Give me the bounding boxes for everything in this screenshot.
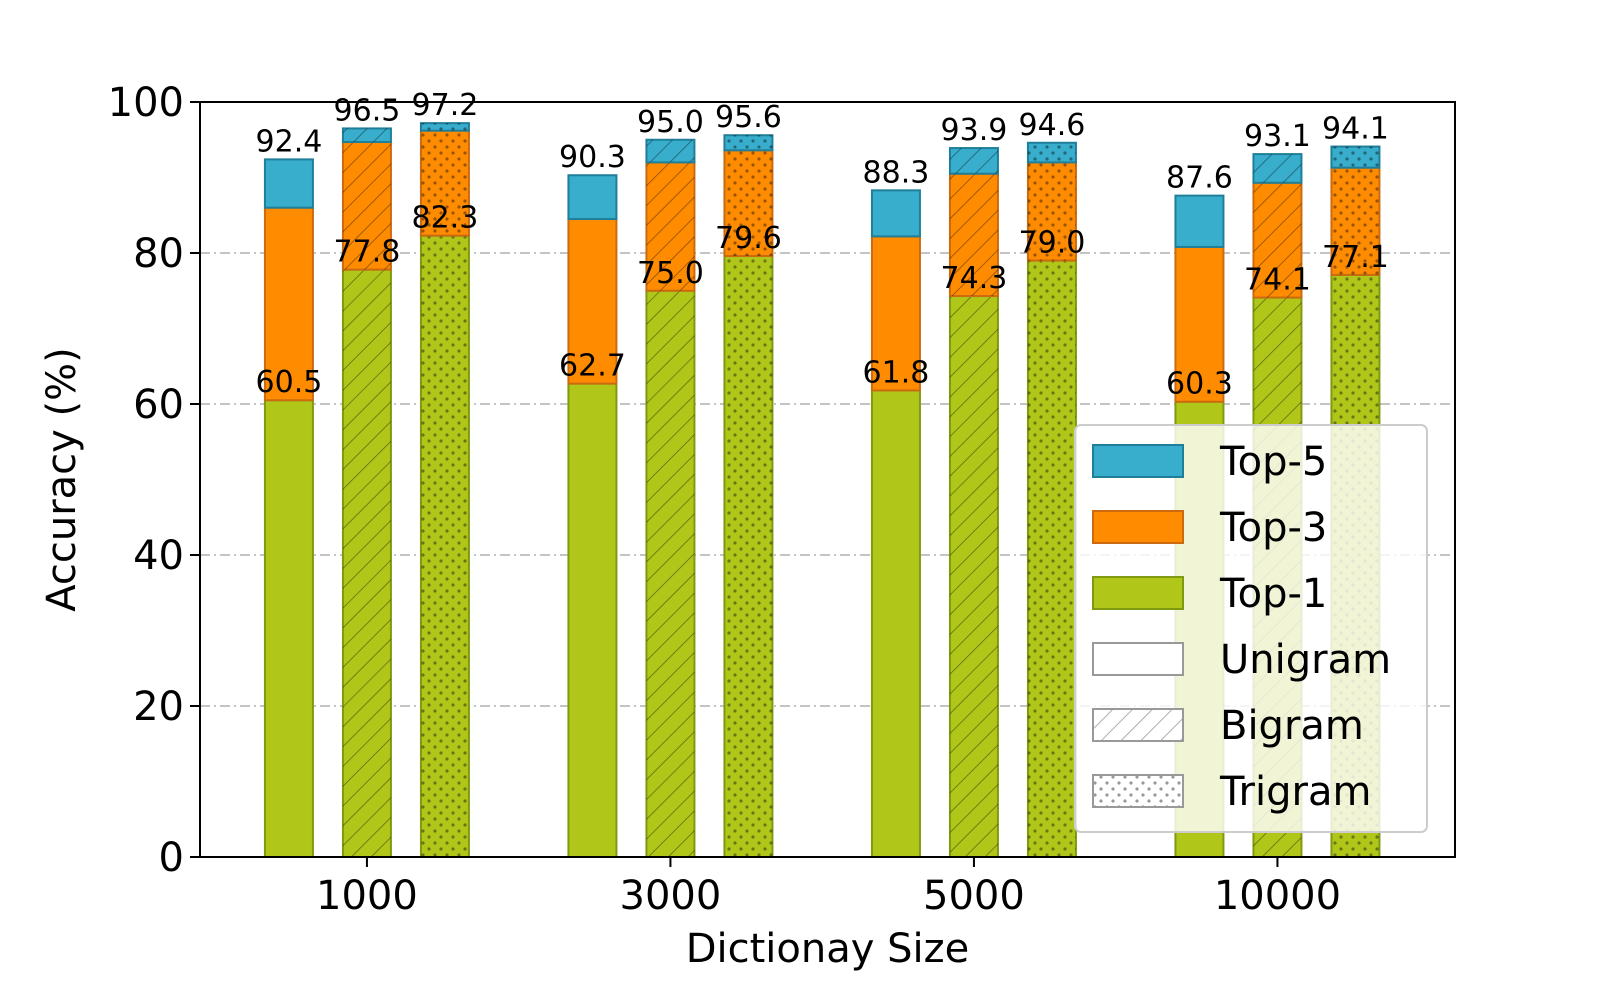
legend-label-bigram: Bigram	[1220, 703, 1364, 749]
data-labels: 60.5 92.4 77.8 96.5 82.3 97.2 62.7 90.3 75.0 95.0…	[256, 88, 1389, 402]
data-label-top1: 62.7	[559, 349, 626, 384]
bar-top-1-unigram-3000	[567, 382, 618, 858]
data-label-top5: 94.6	[1019, 108, 1086, 143]
data-label-top1: 77.8	[334, 235, 401, 270]
bar-pattern-trigram	[1027, 142, 1076, 163]
data-label-top5: 95.0	[637, 105, 704, 140]
bar-pattern-trigram	[420, 235, 469, 857]
bar-top-5-unigram-5000	[870, 189, 921, 238]
bar-pattern-trigram	[1331, 167, 1380, 275]
bar-pattern-trigram	[420, 123, 469, 131]
legend: Top-5 Top-3 Top-1 Unigram Bigram Trigram	[1074, 424, 1428, 833]
data-label-top1: 79.0	[1019, 226, 1086, 261]
bar-top-5-unigram-10000	[1174, 194, 1225, 248]
data-label-top1: 60.5	[256, 365, 323, 400]
bar-pattern-bigram	[342, 269, 391, 857]
bar-pattern-bigram	[646, 290, 695, 857]
bar-pattern-bigram	[949, 296, 998, 857]
y-tick-label: 80	[133, 231, 184, 277]
legend-swatch-pattern	[1093, 709, 1183, 741]
bar-pattern-bigram	[949, 148, 998, 174]
data-label-top5: 93.1	[1244, 119, 1311, 154]
data-label-top5: 96.5	[334, 93, 401, 128]
bar-top-3-unigram-10000	[1174, 245, 1225, 403]
legend-swatch-top-1	[1092, 576, 1184, 610]
data-label-top5: 87.6	[1166, 161, 1233, 196]
bar-pattern-trigram	[724, 150, 773, 257]
plot-frame	[199, 101, 1456, 858]
x-tick-label: 1000	[316, 873, 418, 919]
y-tick-label: 40	[133, 533, 184, 579]
data-label-top5: 88.3	[863, 155, 930, 190]
bar-top-3-unigram-5000	[870, 235, 921, 392]
x-axis-title: Dictionay Size	[686, 926, 970, 972]
bar-top-1-unigram-1000	[263, 399, 314, 858]
x-tick-label: 5000	[923, 873, 1025, 919]
data-label-top5: 93.9	[941, 113, 1008, 148]
bar-pattern-bigram	[646, 139, 695, 163]
legend-swatch-pattern	[1093, 775, 1183, 807]
data-label-top1: 74.1	[1244, 263, 1311, 298]
bar-pattern-trigram	[420, 130, 469, 236]
bar-top-5-unigram-1000	[263, 158, 314, 209]
axes: 0 20 40 60 80 100 1000 3000 5000 10000	[108, 80, 1341, 919]
legend-label-trigram: Trigram	[1219, 769, 1371, 815]
bar-pattern-trigram	[1027, 162, 1076, 261]
bar-pattern-trigram	[1331, 146, 1380, 168]
x-tick-label: 10000	[1214, 873, 1341, 919]
bar-top-1-unigram-5000	[870, 389, 921, 858]
data-label-top5: 95.6	[715, 100, 782, 135]
data-label-top1: 74.3	[941, 261, 1008, 296]
bar-pattern-bigram	[1253, 182, 1302, 298]
legend-label-top-5: Top-5	[1219, 439, 1327, 485]
legend-swatch-top-5	[1092, 444, 1184, 478]
bar-pattern-bigram	[342, 128, 391, 143]
bar-pattern-trigram	[724, 256, 773, 857]
data-label-top1: 77.1	[1322, 240, 1389, 275]
data-label-top5: 92.4	[256, 124, 323, 159]
y-tick-label: 100	[108, 80, 184, 126]
y-tick-label: 20	[133, 684, 184, 730]
legend-swatch-top-3	[1092, 510, 1184, 544]
data-label-top1: 75.0	[637, 256, 704, 291]
y-axis-title: Accuracy (%)	[39, 347, 85, 612]
bar-pattern-bigram	[342, 142, 391, 270]
legend-label-top-3: Top-3	[1219, 505, 1327, 551]
legend-label-top-1: Top-1	[1219, 571, 1327, 617]
bar-pattern-trigram	[724, 135, 773, 151]
bar-pattern-bigram	[949, 173, 998, 297]
bar-pattern-bigram	[1253, 154, 1302, 183]
bar-pattern-bigram	[646, 162, 695, 291]
data-label-top1: 82.3	[412, 201, 479, 236]
legend-swatch-unigram	[1092, 642, 1184, 676]
data-label-top5: 90.3	[559, 140, 626, 175]
data-label-top1: 61.8	[863, 355, 930, 390]
bar-top-3-unigram-1000	[263, 206, 314, 402]
data-label-top1: 79.6	[715, 221, 782, 256]
y-tick-label: 0	[159, 835, 184, 881]
y-tick-label: 60	[133, 382, 184, 428]
x-tick-label: 3000	[620, 873, 722, 919]
data-label-top5: 97.2	[412, 88, 479, 123]
data-label-top1: 60.3	[1166, 367, 1233, 402]
bar-top-5-unigram-3000	[567, 174, 618, 221]
legend-label-unigram: Unigram	[1220, 637, 1391, 683]
data-label-top5: 94.1	[1322, 112, 1389, 147]
bar-pattern-trigram	[1027, 260, 1076, 857]
